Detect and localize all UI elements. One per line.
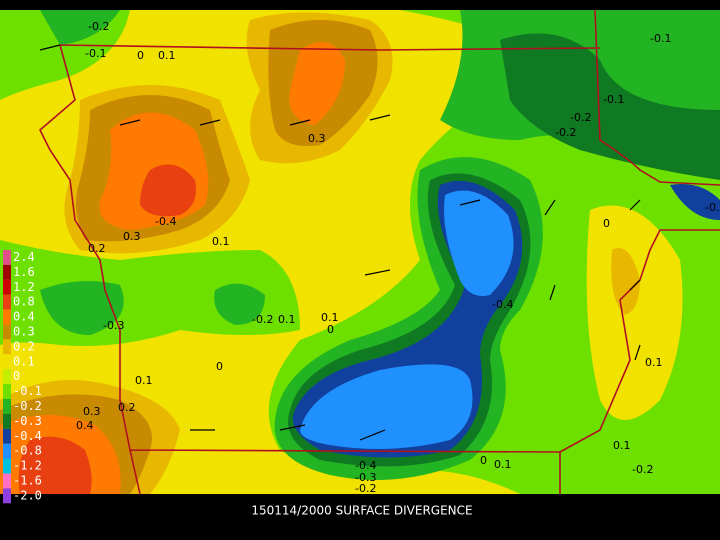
legend: 2.41.61.20.80.40.30.20.10-0.1-0.2-0.3-0.… (3, 250, 42, 504)
contour-label: 0.1 (321, 311, 339, 324)
legend-swatch (3, 443, 11, 459)
contour-label: -0.4 (155, 215, 176, 228)
contour-label: 0.1 (135, 374, 153, 387)
legend-swatch (3, 339, 11, 355)
contour-label: -0.1 (650, 32, 671, 45)
legend-label: -0.2 (13, 399, 42, 413)
contour-label: -0.3 (355, 471, 376, 484)
wind-barbs (39, 44, 641, 441)
contour-label: 0.2 (88, 242, 106, 255)
field-area (40, 10, 120, 45)
field-area (611, 248, 640, 315)
legend-swatch (3, 354, 11, 370)
contour-label: 0.1 (212, 235, 230, 248)
legend-label: 2.4 (13, 250, 35, 264)
field-area (0, 10, 130, 100)
contour-label: 0.1 (494, 458, 512, 471)
state-boundary (39, 9, 720, 495)
legend-swatch (3, 324, 11, 340)
contour-label: 0 (216, 360, 223, 373)
legend-swatch (3, 384, 11, 399)
legend-swatch (3, 369, 11, 385)
legend-swatch (3, 428, 11, 444)
contour-labels: -0.2-0.1 0 0.1-0.1-0.1-0.2-0.20.3-0.40.30.… (76, 20, 720, 495)
legend-label: -1.6 (13, 473, 42, 487)
legend-swatch (3, 399, 11, 414)
legend-label: 0.2 (13, 339, 35, 353)
legend-label: -1.2 (13, 459, 42, 473)
legend-swatch (3, 264, 11, 280)
legend-label: -0.3 (13, 414, 42, 428)
legend-label: 0 (13, 369, 20, 383)
contour-label: 0.1 (613, 439, 631, 452)
legend-label: 0.8 (13, 295, 35, 309)
contour-label: 0 (603, 217, 610, 230)
field-area (40, 281, 265, 335)
borders (39, 9, 720, 495)
contour-label: 0.3 (83, 405, 101, 418)
field-area (18, 436, 92, 494)
contour-label: 0.3 (308, 132, 326, 145)
contour-label: -0.2 (355, 482, 376, 495)
wind-barb (39, 44, 641, 441)
contour-label: -0.4 (492, 298, 513, 311)
contour-label: -0.2 (570, 111, 591, 124)
legend-label: 0.3 (13, 324, 35, 338)
contour-label: 0 (137, 49, 144, 62)
contour-label: 0.1 (278, 313, 296, 326)
field-area (140, 164, 196, 217)
contour-label: 0 (327, 323, 334, 336)
contour-label: -0.4 (355, 459, 376, 472)
contour-label: -0.1 (603, 93, 624, 106)
field-area (289, 42, 345, 125)
contour-label: 0.1 (645, 356, 663, 369)
legend-label: 0.1 (13, 354, 35, 368)
legend-label: 1.2 (13, 280, 35, 294)
contour-label: -0.3 (705, 201, 720, 214)
field-area (500, 33, 720, 181)
legend-label: 0.4 (13, 310, 35, 324)
legend-swatch (3, 294, 11, 310)
legend-swatch (3, 488, 11, 504)
legend-swatch (3, 279, 11, 295)
legend-swatch (3, 458, 11, 474)
legend-label: -0.8 (13, 444, 42, 458)
contour-label: 0.1 (158, 49, 176, 62)
contour-label: -0.1 (85, 47, 106, 60)
map-field (0, 10, 720, 494)
contour-label: -0.2 (88, 20, 109, 33)
legend-swatch (3, 309, 11, 325)
contour-label: -0.3 (103, 319, 124, 332)
contour-label: -0.2 (632, 463, 653, 476)
field-area (670, 184, 720, 220)
contour-label: 0.2 (118, 401, 136, 414)
contour-label: -0.2 (252, 313, 273, 326)
legend-label: -0.1 (13, 384, 42, 398)
contour-label: 0.4 (76, 419, 94, 432)
legend-swatch (3, 250, 11, 265)
field-area (300, 190, 514, 449)
legend-swatch (3, 473, 11, 489)
legend-swatch (3, 413, 11, 429)
legend-label: -0.4 (13, 429, 42, 443)
contour-label: 0 (480, 454, 487, 467)
map-title: 150114/2000 SURFACE DIVERGENCE (251, 504, 472, 518)
field-area (586, 205, 683, 420)
legend-label: -2.0 (13, 488, 42, 502)
contour-label: 0.3 (123, 230, 141, 243)
contour-label: -0.2 (555, 126, 576, 139)
legend-label: 1.6 (13, 265, 35, 279)
